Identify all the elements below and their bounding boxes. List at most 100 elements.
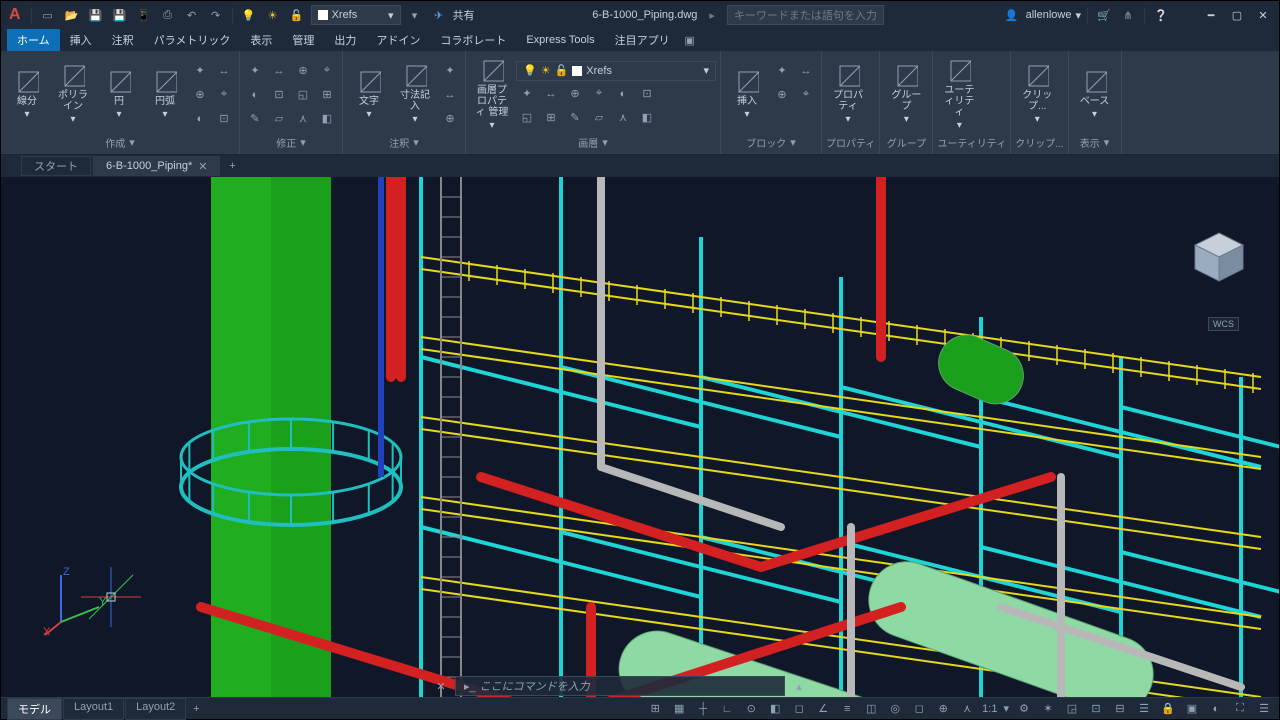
ribbon-panel-title[interactable]: 修正▾	[244, 134, 338, 150]
status-lwt-icon[interactable]: ≡	[838, 700, 856, 718]
status-track-icon[interactable]: ∠	[814, 700, 832, 718]
doc-tab-1[interactable]: 6-B-1000_Piping*✕	[93, 156, 220, 176]
wcs-label[interactable]: WCS	[1208, 317, 1239, 331]
ribbon-panel-title[interactable]: ユーティリティ	[937, 134, 1006, 150]
ribbon-sm-icon[interactable]: ↔	[213, 60, 235, 82]
ribbon-sm-icon[interactable]: ⊡	[213, 108, 235, 130]
ribbon-layer-dropdown[interactable]: 💡☀🔓Xrefs▾	[516, 61, 716, 81]
command-input[interactable]: ▸_ ここにコマンドを入力	[455, 676, 785, 696]
share-label[interactable]: 共有	[453, 7, 475, 23]
menu-tab-10[interactable]: 注目アプリ	[605, 29, 680, 51]
menu-tab-8[interactable]: コラボレート	[430, 29, 516, 51]
viewcube[interactable]	[1189, 227, 1249, 287]
status-annomonitor-icon[interactable]: ⊡	[1087, 700, 1105, 718]
status-lock-icon[interactable]: 🔒	[1159, 700, 1177, 718]
menu-tab-2[interactable]: 注釈	[102, 29, 144, 51]
status-customize-icon[interactable]: ☰	[1255, 700, 1273, 718]
status-scale[interactable]: 1:1	[982, 703, 997, 715]
status-dyn-icon[interactable]: ⊕	[934, 700, 952, 718]
ribbon-sm-icon[interactable]: ◧	[636, 107, 658, 129]
search-input[interactable]: キーワードまたは語句を入力	[727, 5, 884, 25]
ribbon-btn-6-0[interactable]: グループ▾	[884, 63, 928, 127]
ribbon-btn-2-1[interactable]: 寸法記入▾	[393, 63, 437, 127]
status-transparency-icon[interactable]: ◫	[862, 700, 880, 718]
ribbon-sm-icon[interactable]: ◐	[244, 84, 266, 106]
status-grid-icon[interactable]: ▦	[670, 700, 688, 718]
ribbon-sm-icon[interactable]: ◱	[292, 84, 314, 106]
ribbon-sm-icon[interactable]: ✦	[516, 83, 538, 105]
ribbon-sm-icon[interactable]: ⊕	[439, 108, 461, 130]
status-osnap-icon[interactable]: ◻	[790, 700, 808, 718]
ribbon-sm-icon[interactable]: ⌖	[316, 60, 338, 82]
minimize-button[interactable]: ━	[1199, 5, 1223, 25]
ribbon-sm-icon[interactable]: ⊕	[189, 84, 211, 106]
ribbon-sm-icon[interactable]: ◐	[189, 108, 211, 130]
ribbon-btn-4-0[interactable]: 挿入▾	[725, 63, 769, 127]
maximize-button[interactable]: ▢	[1225, 5, 1249, 25]
doc-tab-close-icon[interactable]: ✕	[198, 160, 207, 173]
ribbon-sm-icon[interactable]: ✦	[771, 60, 793, 82]
status-quickprops-icon[interactable]: ☰	[1135, 700, 1153, 718]
ribbon-sm-icon[interactable]: ⊕	[292, 60, 314, 82]
qat-open-icon[interactable]: 📂	[62, 5, 82, 25]
ribbon-sm-icon[interactable]: ✎	[564, 107, 586, 129]
ribbon-panel-title[interactable]: 作成▾	[5, 134, 235, 150]
status-ortho-icon[interactable]: ∟	[718, 700, 736, 718]
doc-tab-add-button[interactable]: +	[222, 156, 242, 176]
drawing-canvas[interactable]: [-][カスタム ビュー][シェード] ━ ▢ ✕ WCS Z Y X ✕ ▸_…	[1, 177, 1279, 697]
qat-saveas-icon[interactable]: 💾	[110, 5, 130, 25]
status-hardware-icon[interactable]: ◐	[1207, 700, 1225, 718]
ribbon-panel-title[interactable]: ブロック▾	[725, 134, 817, 150]
ribbon-sm-icon[interactable]: ⌖	[588, 83, 610, 105]
qat-plot-icon[interactable]: ⎙	[158, 5, 178, 25]
qat-bulb-icon[interactable]: 💡	[239, 5, 259, 25]
qat-dropdown-icon[interactable]: ▾	[405, 5, 425, 25]
ribbon-btn-0-0[interactable]: 線分▾	[5, 63, 49, 127]
ribbon-btn-7-0[interactable]: ユーティリティ▾	[937, 63, 981, 127]
layout-tab-1[interactable]: Layout1	[63, 698, 124, 720]
ribbon-sm-icon[interactable]: ↔	[439, 84, 461, 106]
ribbon-btn-0-3[interactable]: 円弧▾	[143, 63, 187, 127]
qat-share-icon[interactable]: ✈	[429, 5, 449, 25]
ribbon-sm-icon[interactable]: ⊕	[564, 83, 586, 105]
ribbon-sm-icon[interactable]: ▱	[268, 108, 290, 130]
ribbon-sm-icon[interactable]: ▱	[588, 107, 610, 129]
status-isolate-icon[interactable]: ▣	[1183, 700, 1201, 718]
ribbon-panel-title[interactable]: グループ	[884, 134, 928, 150]
ribbon-sm-icon[interactable]: ⋏	[292, 108, 314, 130]
qat-new-icon[interactable]: ▭	[38, 5, 58, 25]
status-polar-icon[interactable]: ⊙	[742, 700, 760, 718]
status-iso-icon[interactable]: ◧	[766, 700, 784, 718]
qat-mobile-icon[interactable]: 📱	[134, 5, 154, 25]
app-switch-icon[interactable]: ⋔	[1118, 5, 1138, 25]
ribbon-panel-title[interactable]: 注釈▾	[347, 134, 461, 150]
status-model-icon[interactable]: ⊞	[646, 700, 664, 718]
ribbon-sm-icon[interactable]: ⊕	[771, 84, 793, 106]
ribbon-sm-icon[interactable]: ⊡	[636, 83, 658, 105]
qat-save-icon[interactable]: 💾	[86, 5, 106, 25]
menu-tab-0[interactable]: ホーム	[7, 29, 60, 51]
status-units-icon[interactable]: ⊟	[1111, 700, 1129, 718]
ribbon-sm-icon[interactable]: ⊞	[540, 107, 562, 129]
ribbon-sm-icon[interactable]: ◧	[316, 108, 338, 130]
layout-tab-0[interactable]: モデル	[7, 698, 62, 720]
qat-layer-dropdown[interactable]: Xrefs ▾	[311, 5, 401, 25]
ribbon-sm-icon[interactable]: ✎	[244, 108, 266, 130]
ribbon-btn-2-0[interactable]: 文字▾	[347, 63, 391, 127]
status-workspace-icon[interactable]: ◲	[1063, 700, 1081, 718]
ribbon-sm-icon[interactable]: ↔	[540, 83, 562, 105]
ribbon-sm-icon[interactable]: ⌖	[213, 84, 235, 106]
status-cleanscreen-icon[interactable]: ⛶	[1231, 700, 1249, 718]
cart-icon[interactable]: 🛒	[1094, 5, 1114, 25]
qat-undo-icon[interactable]: ↶	[182, 5, 202, 25]
menu-panel-icon[interactable]: ▣	[680, 30, 700, 50]
qat-sun-icon[interactable]: ☀	[263, 5, 283, 25]
ribbon-btn-0-2[interactable]: 円▾	[97, 63, 141, 127]
menu-tab-4[interactable]: 表示	[240, 29, 282, 51]
cmdline-close-icon[interactable]: ✕	[431, 676, 451, 696]
ribbon-sm-icon[interactable]: ↔	[795, 60, 817, 82]
ribbon-sm-icon[interactable]: ↔	[268, 60, 290, 82]
menu-tab-3[interactable]: パラメトリック	[144, 29, 241, 51]
ribbon-panel-title[interactable]: プロパティ	[826, 134, 875, 150]
menu-tab-1[interactable]: 挿入	[60, 29, 102, 51]
